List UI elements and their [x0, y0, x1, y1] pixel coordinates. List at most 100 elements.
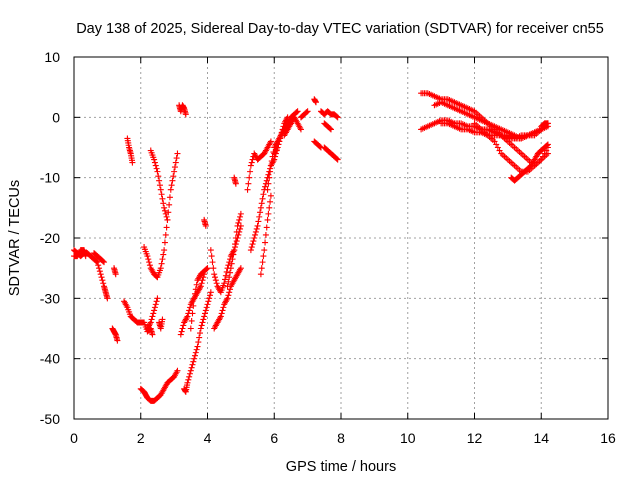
data-point — [262, 183, 269, 190]
data-point — [247, 247, 254, 254]
data-point — [267, 192, 274, 199]
y-tick-label: -40 — [40, 351, 60, 367]
data-point — [265, 180, 272, 187]
data-point — [312, 99, 319, 106]
x-tick-label: 2 — [137, 430, 145, 446]
data-point — [262, 239, 269, 246]
series-s19 — [211, 265, 244, 332]
data-point — [227, 265, 234, 272]
series-s7 — [124, 135, 136, 166]
data-point — [198, 280, 205, 287]
data-point — [150, 310, 157, 317]
data-point — [237, 265, 244, 272]
data-point — [224, 295, 231, 302]
data-point — [251, 235, 258, 241]
data-point — [160, 200, 167, 207]
data-point — [147, 319, 154, 326]
data-point — [170, 173, 177, 180]
series-s22 — [244, 138, 274, 193]
series-s31 — [321, 144, 341, 163]
y-tick-label: 0 — [52, 109, 60, 125]
data-point — [202, 222, 209, 229]
data-point — [202, 307, 209, 314]
data-point — [162, 231, 169, 238]
data-point — [203, 265, 210, 272]
data-point — [222, 276, 229, 283]
data-point — [159, 316, 166, 323]
data-point — [171, 168, 178, 175]
data-point — [161, 247, 168, 254]
data-point — [207, 292, 214, 299]
series-s17 — [201, 216, 209, 229]
data-point — [189, 361, 196, 368]
data-point — [156, 177, 163, 184]
data-point — [161, 204, 168, 211]
data-point — [267, 198, 274, 205]
axis-ticks — [73, 56, 609, 420]
data-point — [259, 195, 266, 202]
data-point — [252, 231, 259, 238]
data-point — [220, 304, 227, 311]
data-point — [206, 295, 213, 302]
data-point — [201, 313, 208, 320]
data-point — [257, 209, 264, 216]
data-point — [157, 186, 164, 193]
data-point — [254, 222, 261, 229]
data-point — [166, 201, 173, 208]
data-point — [129, 159, 136, 166]
data-point — [232, 235, 239, 241]
data-point — [151, 156, 158, 163]
data-point — [327, 125, 334, 132]
data-point — [491, 138, 498, 145]
data-point — [274, 144, 281, 151]
x-axis-label: GPS time / hours — [286, 459, 396, 475]
data-point — [293, 109, 300, 116]
series-s40 — [538, 120, 551, 130]
y-tick-label: -10 — [40, 170, 60, 186]
data-point — [253, 225, 260, 232]
data-point — [247, 162, 254, 169]
series-s38 — [471, 120, 551, 175]
data-point — [225, 278, 232, 285]
data-point — [191, 295, 198, 302]
x-tick-label: 4 — [204, 430, 212, 446]
data-point — [174, 367, 181, 374]
series-s27 — [281, 114, 304, 139]
data-point — [333, 155, 340, 162]
data-point — [268, 158, 275, 165]
data-point — [162, 210, 169, 217]
data-point — [178, 328, 185, 335]
data-point — [224, 283, 231, 290]
data-point — [265, 171, 272, 178]
data-point — [261, 247, 268, 254]
data-point — [248, 159, 255, 166]
data-point — [209, 259, 216, 266]
x-tick-label: 6 — [270, 430, 278, 446]
data-point — [233, 238, 240, 245]
data-point — [237, 213, 244, 220]
data-point — [184, 313, 191, 320]
data-point — [252, 228, 259, 235]
x-tick-label: 10 — [400, 430, 416, 446]
data-point — [264, 216, 271, 223]
series-s14 — [177, 271, 208, 338]
series-s39 — [508, 141, 551, 184]
data-point — [212, 277, 219, 284]
data-point — [213, 280, 220, 287]
x-tick-labels: 0 2 4 6 8 10 12 14 16 — [70, 430, 616, 446]
data-point — [161, 207, 168, 214]
data-point — [258, 200, 265, 207]
data-point — [225, 292, 232, 299]
data-point — [190, 358, 197, 365]
data-point — [327, 126, 334, 133]
data-point — [205, 298, 212, 305]
data-point — [257, 204, 264, 211]
data-point — [232, 180, 239, 187]
data-point — [235, 219, 242, 226]
data-point — [267, 162, 274, 169]
data-point — [156, 182, 163, 189]
x-tick-label: 0 — [70, 430, 78, 446]
data-point — [97, 271, 104, 278]
data-point — [197, 283, 204, 290]
series-s16 — [187, 265, 211, 332]
